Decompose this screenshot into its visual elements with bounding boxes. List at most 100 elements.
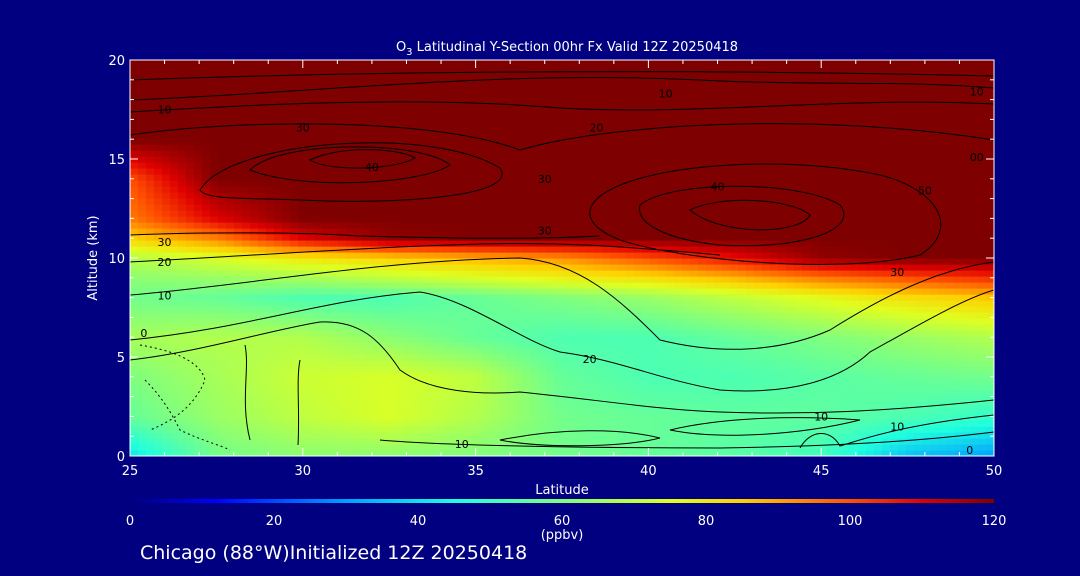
heatmap-cell xyxy=(834,240,843,247)
heatmap-cell xyxy=(154,372,163,379)
heatmap-cell xyxy=(610,192,619,199)
heatmap-cell xyxy=(362,228,371,235)
heatmap-cell xyxy=(354,384,363,391)
heatmap-cell xyxy=(474,438,483,445)
heatmap-cell xyxy=(722,222,731,229)
heatmap-cell xyxy=(418,324,427,331)
heatmap-cell xyxy=(562,360,571,367)
heatmap-cell xyxy=(434,294,443,301)
heatmap-cell xyxy=(666,366,675,373)
heatmap-cell xyxy=(354,354,363,361)
heatmap-cell xyxy=(674,342,683,349)
heatmap-cell xyxy=(770,390,779,397)
heatmap-cell xyxy=(410,252,419,259)
heatmap-cell xyxy=(482,306,491,313)
heatmap-cell xyxy=(946,270,955,277)
heatmap-cell xyxy=(730,450,739,456)
heatmap-cell xyxy=(778,336,787,343)
heatmap-cell xyxy=(682,450,691,456)
heatmap-cell xyxy=(834,192,843,199)
heatmap-cell xyxy=(690,246,699,253)
heatmap-cell xyxy=(338,270,347,277)
heatmap-cell xyxy=(578,432,587,439)
heatmap-cell xyxy=(546,324,555,331)
heatmap-cell xyxy=(682,348,691,355)
heatmap-cell xyxy=(578,192,587,199)
heatmap-cell xyxy=(778,366,787,373)
heatmap-cell xyxy=(466,180,475,187)
heatmap-cell xyxy=(402,318,411,325)
heatmap-cell xyxy=(298,216,307,223)
heatmap-cell xyxy=(570,384,579,391)
heatmap-cell xyxy=(866,276,875,283)
heatmap-field xyxy=(130,60,994,456)
heatmap-cell xyxy=(226,264,235,271)
heatmap-cell xyxy=(834,354,843,361)
heatmap-cell xyxy=(578,234,587,241)
heatmap-cell xyxy=(866,264,875,271)
heatmap-cell xyxy=(554,306,563,313)
heatmap-cell xyxy=(202,192,211,199)
heatmap-cell xyxy=(562,282,571,289)
heatmap-cell xyxy=(914,294,923,301)
heatmap-cell xyxy=(682,396,691,403)
heatmap-cell xyxy=(266,426,275,433)
heatmap-cell xyxy=(826,426,835,433)
heatmap-cell xyxy=(626,294,635,301)
heatmap-cell xyxy=(426,192,435,199)
heatmap-cell xyxy=(674,450,683,456)
heatmap-cell xyxy=(386,330,395,337)
heatmap-cell xyxy=(386,246,395,253)
heatmap-cell xyxy=(778,204,787,211)
heatmap-cell xyxy=(930,180,939,187)
heatmap-cell xyxy=(666,432,675,439)
heatmap-cell xyxy=(858,360,867,367)
heatmap-cell xyxy=(442,450,451,456)
heatmap-cell xyxy=(810,384,819,391)
heatmap-cell xyxy=(130,402,139,409)
heatmap-cell xyxy=(442,222,451,229)
heatmap-cell xyxy=(250,426,259,433)
heatmap-cell xyxy=(554,282,563,289)
heatmap-cell xyxy=(594,402,603,409)
heatmap-cell xyxy=(282,306,291,313)
heatmap-cell xyxy=(426,204,435,211)
heatmap-cell xyxy=(226,384,235,391)
heatmap-cell xyxy=(170,402,179,409)
heatmap-cell xyxy=(258,198,267,205)
heatmap-cell xyxy=(610,390,619,397)
heatmap-cell xyxy=(266,246,275,253)
heatmap-cell xyxy=(626,420,635,427)
heatmap-cell xyxy=(650,282,659,289)
heatmap-cell xyxy=(770,414,779,421)
heatmap-cell xyxy=(770,420,779,427)
heatmap-cell xyxy=(298,336,307,343)
heatmap-cell xyxy=(546,216,555,223)
heatmap-cell xyxy=(666,420,675,427)
heatmap-cell xyxy=(402,210,411,217)
heatmap-cell xyxy=(962,180,971,187)
heatmap-cell xyxy=(218,180,227,187)
heatmap-cell xyxy=(866,438,875,445)
heatmap-cell xyxy=(778,390,787,397)
heatmap-cell xyxy=(826,402,835,409)
heatmap-cell xyxy=(130,348,139,355)
heatmap-cell xyxy=(690,324,699,331)
heatmap-cell xyxy=(298,252,307,259)
heatmap-cell xyxy=(530,432,539,439)
heatmap-cell xyxy=(674,330,683,337)
heatmap-cell xyxy=(818,198,827,205)
heatmap-cell xyxy=(426,186,435,193)
heatmap-cell xyxy=(314,408,323,415)
heatmap-cell xyxy=(914,432,923,439)
heatmap-cell xyxy=(986,408,994,415)
heatmap-cell xyxy=(650,444,659,451)
heatmap-cell xyxy=(370,366,379,373)
heatmap-cell xyxy=(282,438,291,445)
heatmap-cell xyxy=(458,186,467,193)
heatmap-cell xyxy=(458,288,467,295)
heatmap-cell xyxy=(378,336,387,343)
heatmap-cell xyxy=(474,222,483,229)
heatmap-cell xyxy=(458,324,467,331)
heatmap-cell xyxy=(682,384,691,391)
